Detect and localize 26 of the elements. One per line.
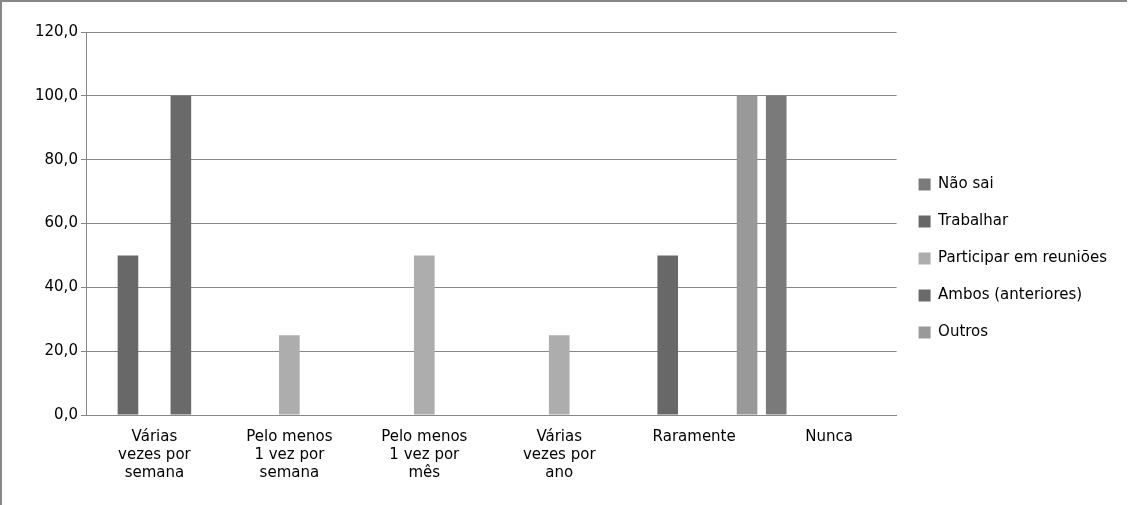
- x-tick-label: Raramente: [652, 426, 736, 445]
- y-tick-label: 60,0: [44, 213, 78, 232]
- y-tick-label: 120,0: [34, 21, 78, 40]
- x-tick-label: Várias vezes por semana: [118, 426, 192, 481]
- bar: [279, 335, 300, 415]
- bar: [765, 95, 787, 415]
- x-tick-label: Nunca: [805, 426, 853, 445]
- bar: [548, 335, 570, 415]
- y-tick-label: 20,0: [44, 341, 78, 360]
- y-tick-label: 0,0: [54, 404, 78, 423]
- legend-label: Não sai: [938, 174, 994, 193]
- y-tick-label: 80,0: [44, 149, 78, 168]
- bar: [170, 95, 192, 415]
- bar: [736, 95, 758, 415]
- legend-label: Participar em reuniões: [938, 248, 1108, 267]
- bar: [657, 255, 679, 415]
- legend-label: Trabalhar: [937, 211, 1009, 230]
- legend-label: Outros: [938, 322, 989, 341]
- bar: [413, 255, 435, 415]
- legend-label: Ambos (anteriores): [938, 285, 1083, 304]
- bar: [117, 255, 139, 415]
- x-tick-label: Pelo menos 1 vez por mês: [381, 426, 468, 481]
- x-tick-label: Pelo menos 1 vez por semana: [246, 426, 333, 481]
- x-tick-label: Várias vezes por ano: [522, 426, 597, 481]
- y-tick-label: 40,0: [44, 277, 78, 296]
- y-tick-label: 100,0: [34, 85, 78, 104]
